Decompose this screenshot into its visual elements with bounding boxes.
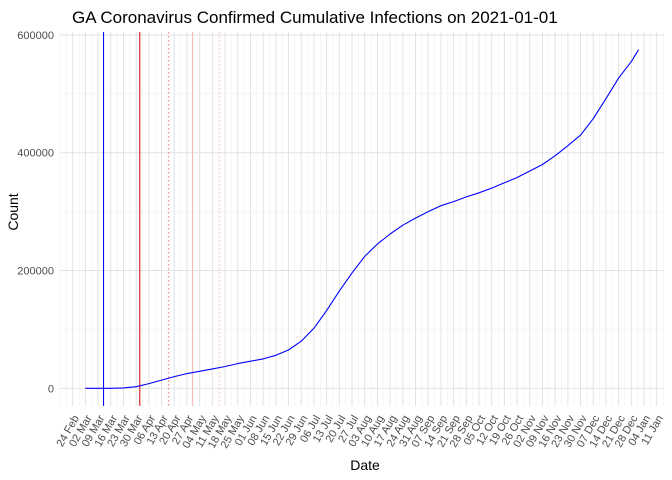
grid [59, 32, 664, 406]
series-line [85, 49, 640, 389]
x-axis-title: Date [350, 457, 380, 473]
y-tick-label: 200000 [17, 266, 54, 278]
y-tick-label: 400000 [17, 148, 54, 160]
y-tick-label: 600000 [17, 30, 54, 42]
reference-lines [103, 32, 221, 406]
chart-title: GA Coronavirus Confirmed Cumulative Infe… [72, 8, 558, 27]
y-axis-ticks: 0 200000 400000 600000 [17, 30, 54, 395]
y-axis-title: Count [5, 193, 21, 230]
y-tick-label: 0 [48, 383, 54, 395]
series-group [85, 49, 640, 389]
